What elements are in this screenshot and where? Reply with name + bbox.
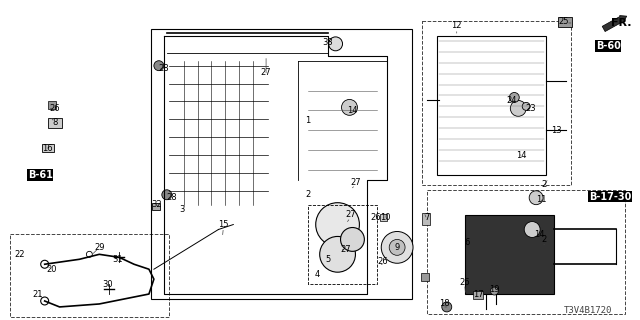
Text: 7: 7 — [424, 213, 429, 222]
Text: 14: 14 — [516, 150, 527, 160]
Text: 30: 30 — [102, 280, 113, 289]
Text: 17: 17 — [473, 290, 484, 299]
Text: 8: 8 — [52, 118, 58, 127]
Text: 26: 26 — [49, 104, 60, 113]
Text: 26: 26 — [370, 213, 381, 222]
Text: 26: 26 — [377, 257, 388, 266]
Text: 12: 12 — [451, 21, 462, 30]
Bar — [47, 101, 56, 109]
Bar — [380, 214, 387, 220]
Text: 15: 15 — [218, 220, 228, 229]
Bar — [465, 215, 554, 294]
Text: 21: 21 — [33, 290, 43, 299]
Text: FR.: FR. — [611, 18, 631, 28]
Circle shape — [41, 260, 49, 268]
Text: 32: 32 — [152, 200, 162, 209]
Circle shape — [320, 236, 355, 272]
Circle shape — [524, 221, 540, 237]
FancyArrow shape — [602, 16, 627, 32]
Text: 27: 27 — [350, 178, 361, 187]
Text: 22: 22 — [15, 250, 25, 259]
Text: 1: 1 — [305, 116, 310, 125]
Circle shape — [328, 37, 342, 51]
Bar — [42, 144, 54, 152]
Circle shape — [340, 228, 364, 251]
Text: 14: 14 — [534, 230, 545, 239]
Text: 28: 28 — [159, 64, 169, 73]
Text: 25: 25 — [559, 17, 569, 26]
Bar — [421, 273, 429, 281]
Text: 2: 2 — [541, 180, 547, 189]
Text: 9: 9 — [394, 243, 400, 252]
Circle shape — [509, 92, 519, 102]
Bar — [422, 21, 571, 185]
Text: B-60: B-60 — [596, 41, 621, 51]
Circle shape — [529, 191, 543, 205]
Text: 23: 23 — [526, 104, 536, 113]
Circle shape — [442, 302, 452, 312]
Bar — [437, 36, 546, 175]
Circle shape — [41, 297, 49, 305]
Circle shape — [86, 251, 92, 257]
Text: 6: 6 — [464, 238, 469, 247]
Text: 27: 27 — [345, 210, 356, 219]
Text: B-17-30: B-17-30 — [589, 192, 631, 202]
Text: B-61: B-61 — [28, 170, 52, 180]
Text: 33: 33 — [323, 38, 333, 47]
Bar — [422, 212, 430, 225]
Circle shape — [490, 287, 499, 295]
Bar — [152, 203, 160, 210]
Bar — [427, 190, 625, 314]
Text: 18: 18 — [440, 300, 450, 308]
Circle shape — [522, 102, 530, 110]
Circle shape — [381, 231, 413, 263]
Text: 24: 24 — [506, 96, 516, 105]
Text: 11: 11 — [536, 195, 547, 204]
Bar — [151, 29, 412, 299]
Text: 26: 26 — [460, 278, 470, 287]
Circle shape — [316, 203, 360, 246]
Text: 27: 27 — [260, 68, 271, 77]
Bar — [472, 291, 483, 299]
Bar — [10, 235, 169, 317]
Text: 20: 20 — [46, 265, 57, 274]
Text: 16: 16 — [42, 144, 53, 153]
Text: 31: 31 — [112, 255, 122, 264]
Text: 28: 28 — [166, 193, 177, 202]
Circle shape — [154, 61, 164, 71]
Text: 2: 2 — [541, 235, 547, 244]
Text: 2: 2 — [305, 190, 310, 199]
Circle shape — [510, 100, 526, 116]
Circle shape — [342, 100, 357, 115]
Text: 29: 29 — [94, 243, 104, 252]
Bar — [558, 17, 572, 27]
Text: 14: 14 — [348, 106, 358, 115]
Text: 10: 10 — [380, 213, 390, 222]
Bar — [47, 118, 61, 128]
Text: 27: 27 — [340, 245, 351, 254]
Text: 4: 4 — [315, 270, 321, 279]
Text: 13: 13 — [550, 126, 561, 135]
Text: 19: 19 — [489, 284, 500, 293]
Circle shape — [389, 239, 405, 255]
Text: 3: 3 — [179, 205, 184, 214]
Circle shape — [162, 190, 172, 200]
Text: 5: 5 — [325, 255, 330, 264]
Text: T3V4B1720: T3V4B1720 — [564, 307, 612, 316]
